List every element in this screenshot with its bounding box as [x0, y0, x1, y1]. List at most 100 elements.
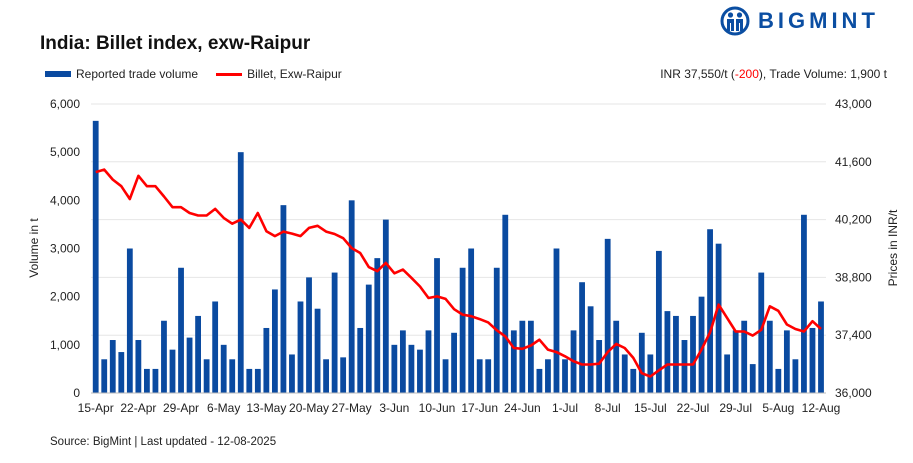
volume-bar	[596, 340, 603, 393]
volume-bar	[203, 359, 210, 393]
x-tick-label: 3-Jun	[379, 401, 409, 415]
x-tick-label: 15-Apr	[78, 401, 114, 415]
volume-bar	[254, 368, 261, 393]
volume-bar	[664, 311, 671, 393]
volume-bar	[297, 301, 304, 393]
volume-bar	[417, 349, 423, 393]
y-tick-label: 4,000	[50, 193, 80, 207]
summary-price: INR 37,550/t (	[660, 67, 735, 81]
volume-bar	[126, 248, 133, 393]
volume-bar	[732, 330, 739, 393]
legend-label-volume: Reported trade volume	[76, 67, 199, 81]
x-tick-label: 5-Aug	[762, 401, 794, 415]
volume-bar	[775, 368, 782, 393]
volume-bar	[604, 238, 611, 393]
volume-bar	[783, 330, 790, 393]
volume-bar	[314, 308, 321, 393]
volume-bar	[647, 354, 654, 393]
x-tick-label: 24-Jun	[504, 401, 541, 415]
volume-bar	[553, 248, 560, 393]
volume-bar	[161, 320, 167, 393]
volume-bar	[109, 340, 116, 393]
y2-tick-label: 36,000	[835, 386, 872, 400]
volume-bar	[246, 368, 253, 393]
volume-bar	[101, 359, 108, 393]
legend-item-price: Billet, Exw-Raipur	[216, 67, 342, 81]
volume-bar	[476, 359, 483, 393]
x-tick-label: 8-Jul	[595, 401, 621, 415]
x-tick-label: 29-Jul	[719, 401, 752, 415]
y-tick-label: 2,000	[50, 290, 80, 304]
chart-title: India: Billet index, exw-Raipur	[40, 33, 311, 54]
y-tick-label: 6,000	[50, 97, 80, 111]
volume-bar	[545, 359, 551, 393]
volume-bar	[195, 315, 201, 393]
volume-bar	[220, 344, 227, 393]
volume-bar	[382, 219, 389, 393]
y2-tick-label: 43,000	[835, 97, 872, 111]
x-tick-label: 17-Jun	[461, 401, 498, 415]
x-tick-label: 22-Apr	[120, 401, 156, 415]
y2-tick-label: 41,600	[835, 155, 872, 169]
volume-bar	[698, 296, 705, 393]
volume-bar	[271, 289, 278, 393]
volume-bar	[391, 344, 398, 393]
volume-bar	[655, 250, 662, 393]
y-axis-title: Volume in t	[27, 218, 41, 278]
volume-bar	[408, 344, 415, 393]
volume-bar	[434, 258, 440, 393]
volume-bar	[792, 359, 799, 393]
volume-bar	[749, 364, 756, 393]
volume-bar	[587, 306, 594, 393]
volume-bar	[579, 282, 585, 393]
volume-bar	[280, 205, 287, 393]
volume-bar	[638, 332, 645, 393]
volume-bar	[766, 320, 773, 393]
volume-bar	[178, 267, 184, 393]
volume-bar	[690, 315, 696, 393]
volume-bar	[348, 200, 355, 393]
volume-bar	[451, 332, 457, 393]
y-tick-label: 1,000	[50, 338, 80, 352]
volume-bar	[135, 340, 142, 393]
volume-bar	[485, 359, 492, 393]
x-tick-label: 6-May	[207, 401, 240, 415]
volume-bar	[340, 357, 347, 393]
legend-label-price: Billet, Exw-Raipur	[247, 67, 342, 81]
volume-bar	[715, 243, 722, 393]
price-summary: INR 37,550/t (-200), Trade Volume: 1,900…	[660, 67, 887, 81]
volume-bar	[536, 368, 543, 393]
legend-swatch-line	[216, 72, 243, 76]
volume-bar	[237, 152, 244, 393]
logo-text: BIGMINT	[758, 8, 879, 33]
volume-bar	[357, 327, 364, 393]
volume-bar	[468, 248, 475, 393]
volume-bar	[741, 320, 748, 393]
legend: Reported trade volume Billet, Exw-Raipur	[45, 67, 360, 81]
volume-bar	[459, 267, 466, 393]
volume-bar	[801, 214, 807, 393]
volume-bar	[758, 272, 765, 393]
y-tick-label: 0	[73, 386, 80, 400]
volume-bar	[527, 320, 534, 393]
summary-change: -200	[734, 67, 759, 81]
volume-bar	[289, 354, 295, 393]
volume-bar	[707, 229, 713, 393]
volume-bar	[323, 359, 329, 393]
summary-volume: ), Trade Volume: 1,900 t	[758, 67, 887, 81]
volume-bar	[621, 354, 628, 393]
x-tick-label: 12-Aug	[802, 401, 841, 415]
volume-bar	[510, 330, 517, 393]
volume-bar	[331, 272, 338, 393]
legend-item-volume: Reported trade volume	[45, 67, 198, 81]
y2-tick-label: 40,200	[835, 213, 872, 227]
x-tick-label: 15-Jul	[634, 401, 667, 415]
y-tick-label: 5,000	[50, 145, 80, 159]
volume-bar	[818, 301, 824, 393]
volume-bar	[630, 368, 637, 393]
bigmint-logo: BIGMINT	[720, 6, 879, 36]
volume-bar	[519, 320, 526, 393]
source-note: Source: BigMint | Last updated - 12-08-2…	[50, 436, 277, 448]
volume-bar	[212, 301, 219, 393]
